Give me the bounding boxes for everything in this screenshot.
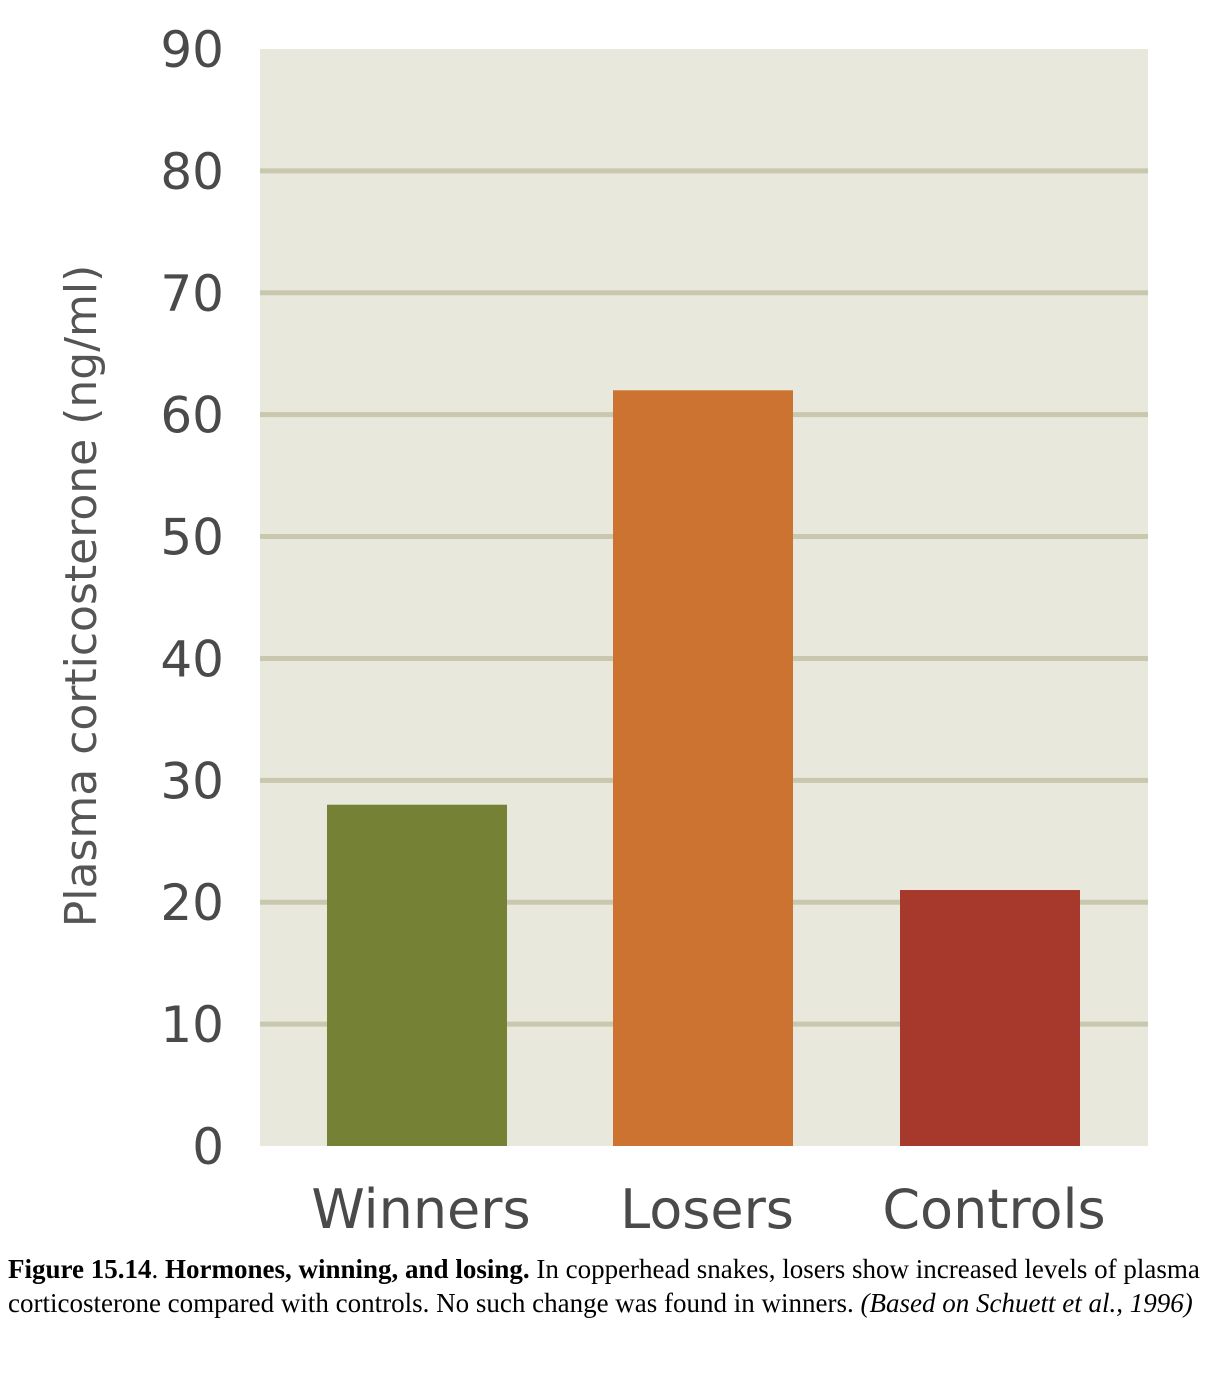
figure-title: Hormones, winning, and losing.	[165, 1254, 530, 1284]
y-tick-label: 40	[160, 630, 224, 688]
y-tick-label: 50	[160, 509, 224, 567]
y-axis-title: Plasma corticosterone (ng/ml)	[56, 265, 107, 928]
bar-losers	[613, 390, 793, 1146]
x-tick-label: Controls	[882, 1178, 1105, 1241]
y-tick-label: 30	[160, 752, 224, 810]
x-tick-labels: Winners Losers Controls	[311, 1178, 1105, 1241]
y-tick-labels: 0 10 20 30 40 50 60 70 80 90	[160, 21, 224, 1176]
bar-chart: 0 10 20 30 40 50 60 70 80 90 Winners Losers Control…	[56, 21, 1148, 1241]
y-tick-label: 70	[160, 265, 224, 323]
caption-source: (Based on Schuett et al., 1996)	[860, 1288, 1193, 1318]
y-tick-label: 0	[192, 1118, 224, 1176]
bar-controls	[900, 890, 1080, 1146]
bars	[327, 390, 1080, 1146]
y-tick-label: 90	[160, 21, 224, 79]
figure-caption: Figure 15.14. Hormones, winning, and los…	[8, 1252, 1208, 1320]
y-tick-label: 10	[160, 996, 224, 1054]
caption-separator: .	[151, 1254, 165, 1284]
bar-winners	[327, 804, 507, 1146]
y-tick-label: 20	[160, 874, 224, 932]
x-tick-label: Losers	[620, 1178, 794, 1241]
caption-body: In copperhead snakes, losers show increa…	[8, 1254, 1200, 1318]
y-tick-label: 60	[160, 387, 224, 445]
figure-number: Figure 15.14	[8, 1254, 152, 1284]
y-tick-label: 80	[160, 143, 224, 201]
x-tick-label: Winners	[311, 1178, 530, 1241]
